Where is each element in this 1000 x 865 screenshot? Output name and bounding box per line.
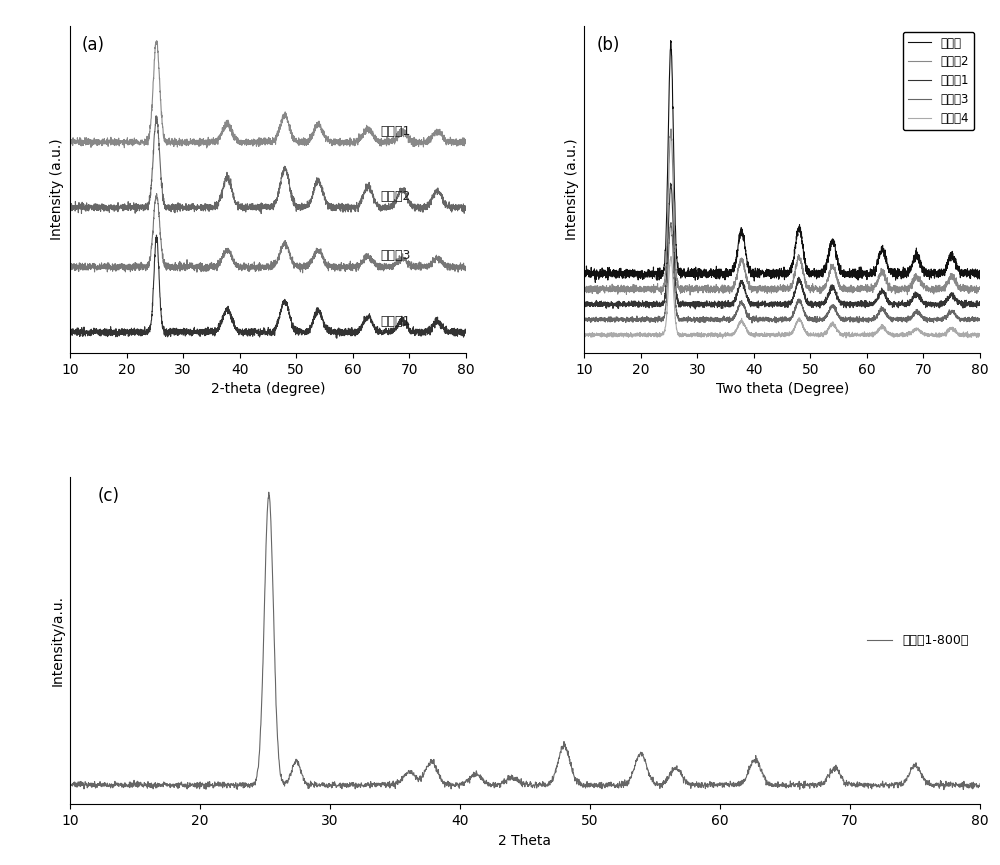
Text: 对比例3: 对比例3	[381, 248, 411, 261]
Text: (b): (b)	[596, 35, 620, 54]
Text: (a): (a)	[82, 35, 105, 54]
Y-axis label: Intensity/a.u.: Intensity/a.u.	[50, 595, 64, 687]
Legend: 对照例, 实施例2, 实施例1, 实施例3, 实施例4: 对照例, 实施例2, 实施例1, 实施例3, 实施例4	[903, 32, 974, 130]
Text: (c): (c)	[97, 487, 119, 505]
Y-axis label: Intensity (a.u.): Intensity (a.u.)	[50, 138, 64, 240]
Text: 实施例1: 实施例1	[381, 316, 411, 329]
X-axis label: 2-theta (degree): 2-theta (degree)	[211, 382, 325, 396]
X-axis label: 2 Theta: 2 Theta	[498, 834, 551, 848]
X-axis label: Two theta (Degree): Two theta (Degree)	[716, 382, 849, 396]
Legend: 实施例1-800度: 实施例1-800度	[862, 630, 974, 652]
Text: 对比例2: 对比例2	[381, 189, 411, 202]
Y-axis label: Intensity (a.u.): Intensity (a.u.)	[565, 138, 579, 240]
Text: 对比例1: 对比例1	[381, 125, 411, 138]
